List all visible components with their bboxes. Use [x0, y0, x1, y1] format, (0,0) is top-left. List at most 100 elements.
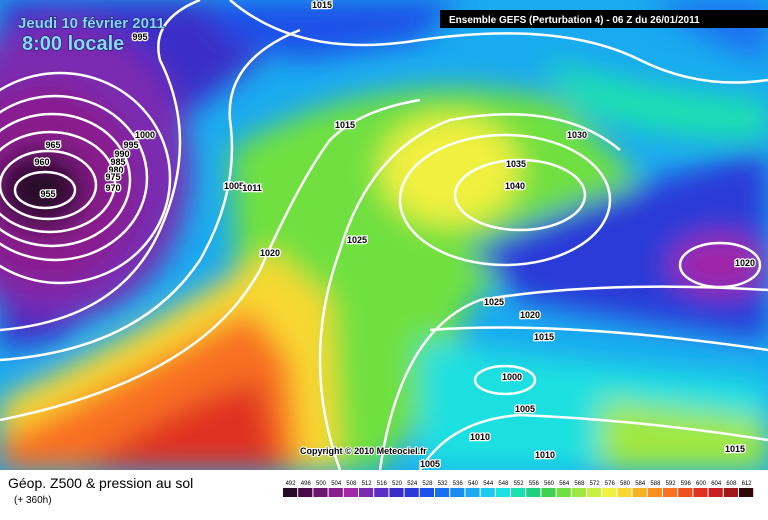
- legend-swatch: [465, 488, 480, 497]
- legend-swatch: [313, 488, 328, 497]
- legend-label: 536: [453, 481, 464, 487]
- legend-label: 568: [574, 481, 585, 487]
- isobar-label: 985: [110, 157, 125, 167]
- legend-swatch: [389, 488, 404, 497]
- legend-label: 560: [544, 481, 555, 487]
- legend-swatch: [602, 488, 617, 497]
- run-title: Ensemble GEFS (Perturbation 4) - 06 Z du…: [449, 15, 700, 26]
- field: [0, 0, 768, 470]
- isobar-label: 995: [123, 140, 138, 150]
- legend-swatch: [435, 488, 450, 497]
- forecast-time: 8:00 locale: [22, 33, 124, 55]
- legend-swatch: [283, 488, 298, 497]
- legend-label: 516: [377, 481, 388, 487]
- isobar-label: 995: [132, 32, 147, 42]
- legend-swatch: [541, 488, 556, 497]
- legend-label: 580: [620, 481, 631, 487]
- title-bar: [440, 10, 768, 28]
- isobar-label: 1005: [224, 181, 244, 191]
- legend-swatch: [723, 488, 738, 497]
- footer-subtitle: (+ 360h): [14, 495, 52, 506]
- isobar-label: 970: [105, 183, 120, 193]
- legend-label: 600: [696, 481, 707, 487]
- forecast-date: Jeudi 10 février 2011: [18, 15, 165, 32]
- legend-swatch: [526, 488, 541, 497]
- isobar-label: 1010: [470, 432, 490, 442]
- legend-swatch: [374, 488, 389, 497]
- isobar-label: 975: [105, 172, 120, 182]
- legend-swatch: [739, 488, 754, 497]
- legend-swatch: [663, 488, 678, 497]
- legend-label: 508: [346, 481, 357, 487]
- legend-label: 596: [681, 481, 692, 487]
- legend-swatch: [556, 488, 571, 497]
- legend-swatch: [298, 488, 313, 497]
- footer-title: Géop. Z500 & pression au sol: [8, 475, 193, 491]
- legend-label: 604: [711, 481, 722, 487]
- legend-label: 528: [422, 481, 433, 487]
- legend-label: 540: [468, 481, 479, 487]
- legend-swatch: [587, 488, 602, 497]
- isobar-label: 1005: [515, 404, 535, 414]
- legend-swatch: [571, 488, 586, 497]
- isobar-label: 1030: [567, 130, 587, 140]
- legend-label: 572: [590, 481, 601, 487]
- legend-swatch: [359, 488, 374, 497]
- legend-label: 512: [362, 481, 373, 487]
- legend-swatch: [343, 488, 358, 497]
- isobar-label: 1005: [420, 459, 440, 469]
- isobar-label: 965: [45, 140, 60, 150]
- legend-swatch: [495, 488, 510, 497]
- legend-label: 544: [483, 481, 494, 487]
- legend-label: 524: [407, 481, 418, 487]
- legend-swatch: [632, 488, 647, 497]
- isobar-label: 1015: [725, 444, 745, 454]
- isobar-label: 1020: [735, 258, 755, 268]
- isobar-label: 1000: [502, 372, 522, 382]
- legend-label: 588: [650, 481, 661, 487]
- isobar-label: 1015: [534, 332, 554, 342]
- legend-label: 496: [301, 481, 312, 487]
- legend-swatch: [419, 488, 434, 497]
- legend-swatch: [617, 488, 632, 497]
- legend-label: 564: [559, 481, 570, 487]
- isobar-label: 990: [114, 149, 129, 159]
- legend-label: 492: [286, 481, 297, 487]
- legend-label: 576: [605, 481, 616, 487]
- isobar-label: 1020: [260, 248, 280, 258]
- isobar-label: 1025: [484, 297, 504, 307]
- legend-label: 608: [726, 481, 737, 487]
- isobar-label: 1010: [535, 450, 555, 460]
- legend-swatch: [328, 488, 343, 497]
- legend-swatch: [450, 488, 465, 497]
- legend-label: 548: [498, 481, 509, 487]
- isobar-label: 1040: [505, 181, 525, 191]
- legend-label: 520: [392, 481, 403, 487]
- legend-label: 556: [529, 481, 540, 487]
- isobar-label: 980: [108, 165, 123, 175]
- legend-swatch: [511, 488, 526, 497]
- legend-label: 592: [666, 481, 677, 487]
- isobars: [0, 0, 768, 470]
- isobar-label: 1000: [135, 130, 155, 140]
- isobar-label: 960: [34, 157, 49, 167]
- legend-label: 500: [316, 481, 327, 487]
- isobar-label: 1020: [520, 310, 540, 320]
- legend-label: 584: [635, 481, 646, 487]
- legend-label: 504: [331, 481, 342, 487]
- isobar-label: 955: [40, 189, 55, 199]
- legend-swatch: [678, 488, 693, 497]
- legend-swatch: [693, 488, 708, 497]
- copyright: Copyright © 2010 Meteociel.fr: [300, 446, 427, 456]
- legend-label: 552: [514, 481, 525, 487]
- isobar-label: 1011: [242, 183, 262, 193]
- legend-swatch: [647, 488, 662, 497]
- isobar-label: 1035: [506, 159, 526, 169]
- legend-swatch: [708, 488, 723, 497]
- isobar-label: 1025: [347, 235, 367, 245]
- legend-swatch: [480, 488, 495, 497]
- isobar-label: 1015: [312, 0, 332, 10]
- isobar-label: 1015: [335, 120, 355, 130]
